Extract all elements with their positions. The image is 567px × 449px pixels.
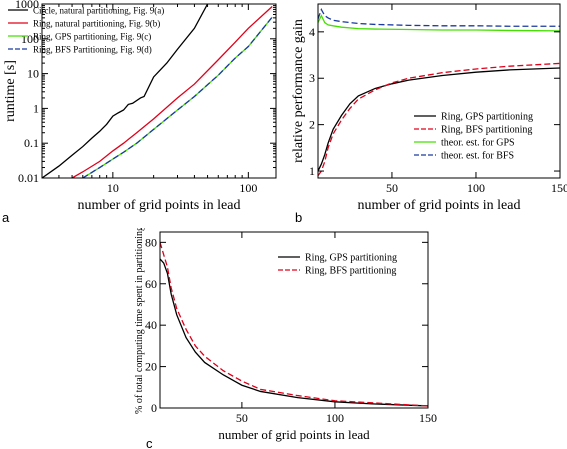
y-tick-label: 100 [21, 32, 39, 46]
x-axis-label: number of grid points in lead [218, 427, 370, 442]
y-tick-label: 1 [33, 101, 39, 115]
legend-label-theor-est-for-bfs: theor. est. for BFS [441, 151, 514, 162]
x-axis-label: number of grid points in lead [358, 198, 521, 213]
y-tick-label: 2 [309, 118, 315, 132]
series-line-theor-est-for-bfs [318, 8, 560, 27]
series-line-theor-est-for-gps [318, 14, 560, 32]
panel-letter-c: c [146, 436, 153, 449]
panel-letter-b: b [295, 210, 303, 225]
chart-runtime: 10 100 0.01 0.1 1 10 100 1000 number of grid poi… [3, 0, 277, 213]
x-tick-label: 150 [551, 181, 567, 195]
x-tick-label: 100 [326, 411, 344, 425]
chart-relative-gain: 50 100 150 1 2 3 4 number of grid points in lea… [291, 3, 567, 213]
y-tick-label: 3 [309, 71, 315, 85]
legend-label-ring-gps-partitioning-fig-9-c: Ring, GPS partitioning, Fig. 9(c) [33, 32, 151, 42]
y-tick-label: 80 [145, 235, 157, 249]
y-tick-label: 0.1 [24, 136, 39, 150]
series-line-ring-bfs-partitioning-fig-9-d [82, 16, 273, 178]
series-line-ring-bfs-partitioning [160, 242, 428, 407]
plot-frame [159, 231, 429, 409]
legend: Circle, natural partitioning, Fig. 9(a) R… [8, 6, 164, 55]
y-axis-label: runtime [s] [3, 60, 18, 122]
legend-label-circle-natural-partitioning-fig-9-a: Circle, natural partitioning, Fig. 9(a) [33, 6, 164, 16]
series-line-circle-natural-partitioning-fig-9-a [42, 4, 209, 178]
series-group [160, 242, 428, 407]
y-tick-label: 10 [27, 67, 39, 81]
series-line-ring-gps-partitioning [318, 67, 560, 172]
x-tick-label: 50 [236, 411, 248, 425]
series-line-ring-gps-partitioning [160, 258, 428, 407]
x-tick-label: 50 [386, 181, 398, 195]
series-line-ring-bfs-partitioning [318, 62, 560, 177]
series-group [318, 8, 560, 177]
chart-partitioning-share: 50 100 150 0 20 40 60 80 number of grid points i… [134, 228, 437, 442]
plot-frame [41, 3, 277, 179]
series-group [42, 4, 273, 178]
y-tick-label: 0 [151, 401, 157, 415]
y-axis-label: relative performance gain [291, 19, 306, 163]
x-tick-label: 150 [419, 411, 437, 425]
y-tick-label: 1 [309, 164, 315, 178]
plot-frame [317, 3, 561, 179]
y-tick-label: 20 [145, 360, 157, 374]
legend-label-theor-est-for-gps: theor. est. for GPS [441, 138, 515, 149]
x-tick-label: 10 [107, 181, 119, 195]
y-tick-label: 4 [309, 25, 315, 39]
y-tick-label: 1000 [15, 0, 39, 11]
y-tick-label: 60 [145, 277, 157, 291]
y-tick-label: 0.01 [18, 171, 39, 185]
panel-letter-a: a [2, 210, 10, 225]
legend-label-ring-bfs-partitioning: Ring, BFS partitioning [305, 266, 396, 277]
legend-label-ring-gps-partitioning: Ring, GPS partitioning [305, 253, 397, 264]
legend-label-ring-bfs-partitioning: Ring, BFS partitioning [441, 125, 532, 136]
legend-label-ring-bfs-partitioning-fig-9-d: Ring, BFS Partitioning, Fig. 9(d) [33, 45, 152, 55]
x-tick-label: 100 [467, 181, 485, 195]
legend-label-ring-gps-partitioning: Ring, GPS partitioning [441, 112, 533, 123]
y-axis-label: % of total computing time spent in parti… [134, 228, 145, 414]
x-axis-label: number of grid points in lead [78, 198, 241, 213]
legend: Ring, GPS partitioning Ring, BFS partitio… [278, 253, 397, 277]
y-tick-label: 40 [145, 318, 157, 332]
x-tick-label: 100 [239, 181, 257, 195]
legend-label-ring-natural-partitioning-fig-9-b: Ring, natural partitioning, Fig. 9(b) [33, 19, 160, 29]
series-line-ring-natural-partitioning-fig-9-b [71, 5, 273, 178]
legend: Ring, GPS partitioning Ring, BFS partitio… [414, 112, 533, 162]
